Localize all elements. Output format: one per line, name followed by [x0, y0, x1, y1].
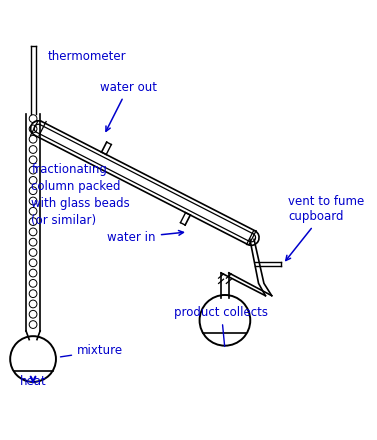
Text: water in: water in — [107, 231, 184, 244]
Text: product collects: product collects — [175, 306, 268, 346]
Text: thermometer: thermometer — [47, 50, 126, 63]
Text: vent to fume
cupboard: vent to fume cupboard — [286, 195, 365, 260]
Text: water out: water out — [100, 81, 156, 131]
Text: fractionating
column packed
with glass beads
(or similar): fractionating column packed with glass b… — [31, 163, 130, 227]
Text: heat: heat — [20, 375, 46, 388]
Text: mixture: mixture — [60, 345, 123, 357]
